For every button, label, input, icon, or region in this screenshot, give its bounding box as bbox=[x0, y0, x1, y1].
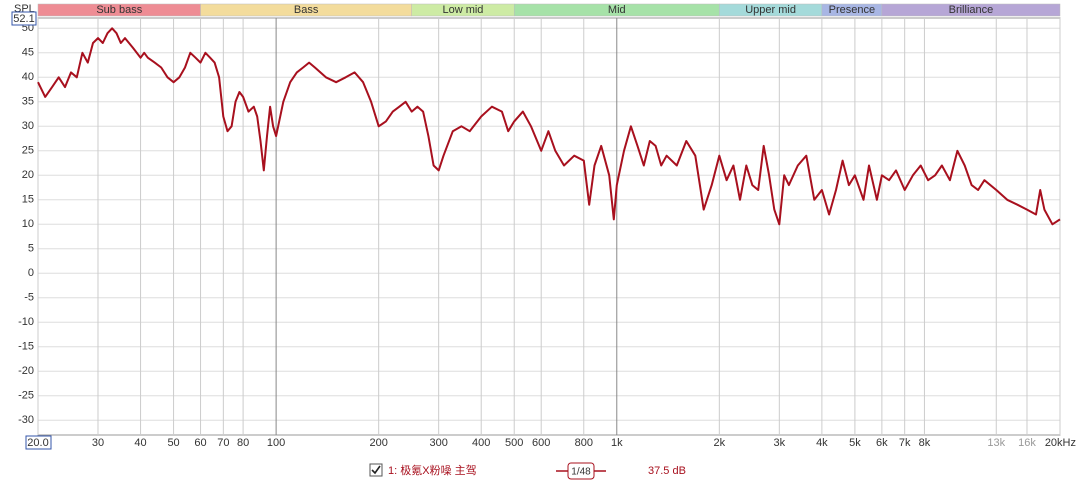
x-limit-box bbox=[25, 435, 52, 450]
x-tick-label: 4k bbox=[816, 437, 828, 449]
offset-label: 37.5 dB bbox=[648, 465, 686, 477]
x-tick-label: 600 bbox=[532, 437, 550, 449]
x-tick-label: 200 bbox=[369, 437, 387, 449]
band-label: Brilliance bbox=[949, 4, 994, 16]
x-tick-label: 500 bbox=[505, 437, 523, 449]
y-tick-label: 45 bbox=[22, 47, 34, 59]
y-tick-label: 35 bbox=[22, 96, 34, 108]
y-tick-label: -10 bbox=[18, 316, 34, 328]
y-tick-label: 30 bbox=[22, 120, 34, 132]
y-tick-label: 10 bbox=[22, 218, 34, 230]
x-tick-label: 20.0 bbox=[27, 437, 48, 449]
y-tick-label: 15 bbox=[22, 194, 34, 206]
x-tick-label: 50 bbox=[167, 437, 179, 449]
y-tick-label: 20 bbox=[22, 169, 34, 181]
x-tick-label: 300 bbox=[429, 437, 447, 449]
band-label: Bass bbox=[294, 4, 319, 16]
y-tick-label: -15 bbox=[18, 341, 34, 353]
y-tick-label: -25 bbox=[18, 390, 34, 402]
x-tick-label: 100 bbox=[267, 437, 285, 449]
band-label: Presence bbox=[829, 4, 875, 16]
x-tick-label: 16k bbox=[1018, 437, 1036, 449]
y-tick-label: 50 bbox=[22, 22, 34, 34]
y-tick-label: -20 bbox=[18, 365, 34, 377]
x-tick-label: 6k bbox=[876, 437, 888, 449]
x-tick-label: 70 bbox=[217, 437, 229, 449]
band-label: Upper mid bbox=[745, 4, 796, 16]
y-limit-label: 52.1 bbox=[13, 13, 34, 25]
y-tick-label: 0 bbox=[28, 267, 34, 279]
x-tick-label: 5k bbox=[849, 437, 861, 449]
x-tick-label: 13k bbox=[987, 437, 1005, 449]
y-tick-label: -5 bbox=[24, 292, 34, 304]
smoothing-box[interactable] bbox=[567, 462, 595, 480]
check-mark bbox=[371, 465, 381, 475]
x-tick-label: 7k bbox=[899, 437, 911, 449]
x-tick-label: 30 bbox=[92, 437, 104, 449]
band-label: Low mid bbox=[442, 4, 483, 16]
y-tick-label: 5 bbox=[28, 243, 34, 255]
y-tick-label: 25 bbox=[22, 145, 34, 157]
x-tick-label: 80 bbox=[237, 437, 249, 449]
legend-label: 1: 极氪X粉噪 主驾 bbox=[388, 463, 477, 477]
x-tick-label: 3k bbox=[774, 437, 786, 449]
x-tick-label: 8k bbox=[919, 437, 931, 449]
plot-area bbox=[37, 17, 1061, 436]
band bbox=[881, 3, 1061, 17]
x-tick-label: 1k bbox=[611, 437, 623, 449]
x-tick-label: 20kHz bbox=[1045, 437, 1076, 449]
x-tick-label: 800 bbox=[575, 437, 593, 449]
legend-checkbox[interactable] bbox=[369, 463, 383, 477]
x-tick-label: 400 bbox=[472, 437, 490, 449]
y-tick-label: -30 bbox=[18, 414, 34, 426]
x-tick-label: 40 bbox=[134, 437, 146, 449]
x-tick-label: 2k bbox=[714, 437, 726, 449]
response-line bbox=[37, 27, 1061, 226]
band-label: Mid bbox=[608, 4, 626, 16]
band-label: Sub bass bbox=[96, 4, 142, 16]
y-limit-box bbox=[11, 11, 37, 26]
x-tick-label: 60 bbox=[194, 437, 206, 449]
y-tick-label: 40 bbox=[22, 71, 34, 83]
smoothing-label: 1/48 bbox=[571, 467, 591, 478]
